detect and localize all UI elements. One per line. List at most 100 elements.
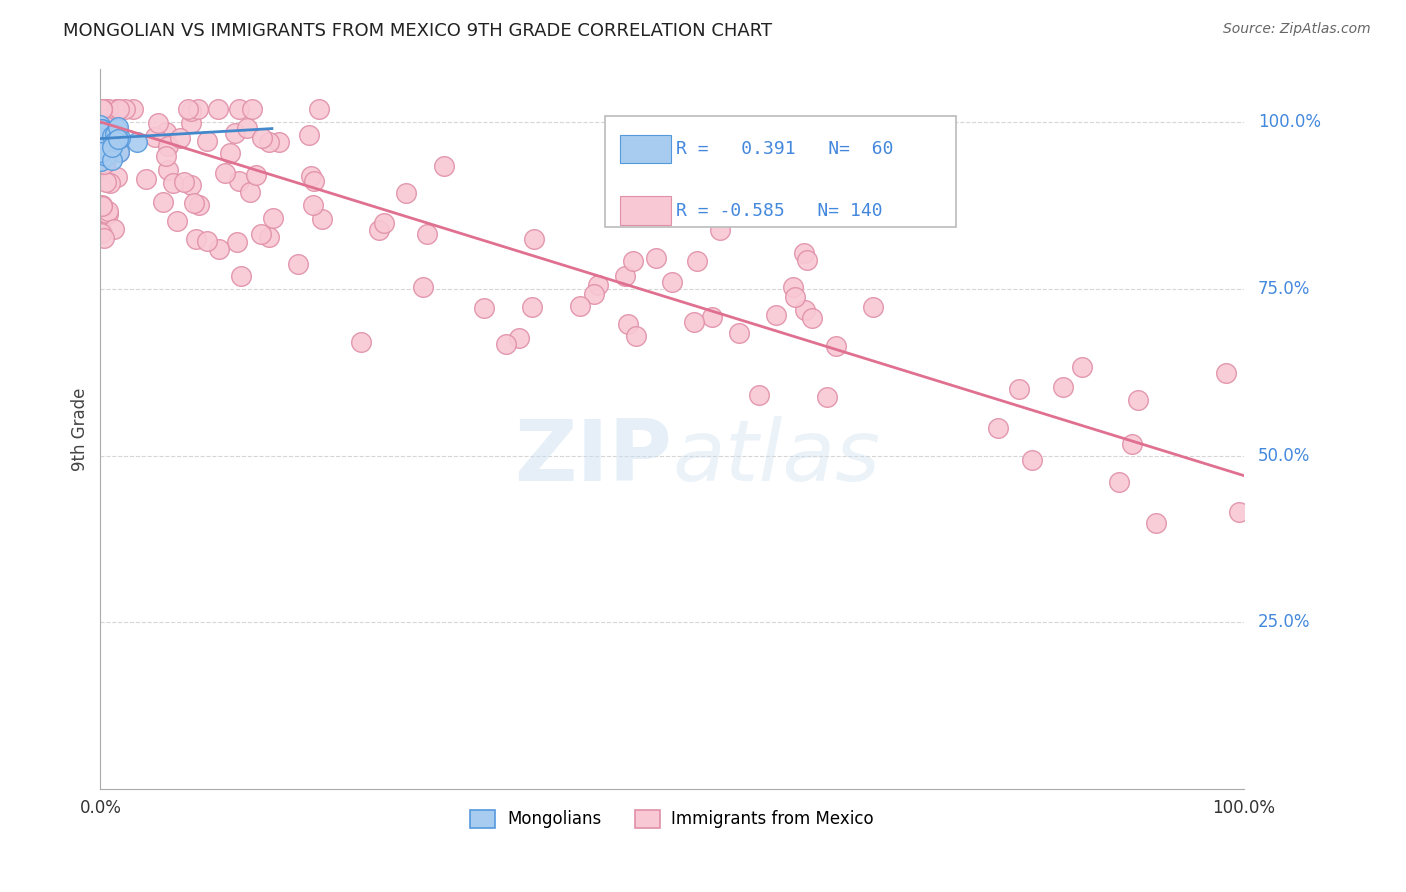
Point <box>1215 366 1237 380</box>
Point <box>89 128 111 142</box>
Point <box>94 123 117 137</box>
Point <box>94 119 117 133</box>
Point <box>373 216 395 230</box>
Point <box>219 145 242 160</box>
Point <box>90 142 112 156</box>
Point <box>815 390 838 404</box>
Point <box>114 102 136 116</box>
Point <box>96 102 118 116</box>
Text: 100.0%: 100.0% <box>1258 113 1320 131</box>
Point <box>236 121 259 136</box>
Point <box>1008 382 1031 396</box>
Point <box>1121 437 1143 451</box>
Point <box>224 127 246 141</box>
Point <box>169 131 191 145</box>
Point <box>90 102 112 116</box>
Point <box>89 138 111 153</box>
Point <box>796 252 818 267</box>
Point <box>416 227 439 242</box>
Point <box>350 334 373 349</box>
Point <box>299 169 322 183</box>
Point <box>173 175 195 189</box>
Point <box>624 329 647 343</box>
Point <box>259 230 281 244</box>
Point <box>93 102 115 116</box>
Point <box>90 136 112 151</box>
Point <box>104 127 127 141</box>
Point <box>89 139 111 153</box>
Point <box>104 105 127 120</box>
Point <box>104 134 127 148</box>
Point <box>634 208 657 222</box>
Point <box>228 102 250 116</box>
Point <box>472 301 495 315</box>
Y-axis label: 9th Grade: 9th Grade <box>72 387 89 471</box>
Point <box>100 128 122 143</box>
Point <box>90 122 112 136</box>
Point <box>301 198 323 212</box>
Point <box>91 225 114 239</box>
Point <box>89 138 111 153</box>
Point <box>728 326 751 340</box>
Point <box>661 276 683 290</box>
Point <box>368 223 391 237</box>
Point <box>93 103 115 118</box>
Point <box>156 162 179 177</box>
Point <box>1021 452 1043 467</box>
Point <box>94 175 117 189</box>
Point <box>162 176 184 190</box>
Point <box>105 170 128 185</box>
Point <box>89 146 111 161</box>
Point <box>228 174 250 188</box>
Point <box>94 127 117 141</box>
Point <box>96 149 118 163</box>
Point <box>180 103 202 118</box>
Text: 50.0%: 50.0% <box>1258 447 1310 465</box>
Point <box>89 128 111 143</box>
Point <box>90 102 112 116</box>
Point <box>90 136 112 150</box>
Text: 75.0%: 75.0% <box>1258 280 1310 298</box>
Point <box>287 256 309 270</box>
Point <box>90 102 112 116</box>
Point <box>195 234 218 248</box>
Point <box>90 152 112 166</box>
Point <box>94 136 117 151</box>
Point <box>311 211 333 226</box>
Point <box>90 137 112 152</box>
Point <box>1126 392 1149 407</box>
Text: MONGOLIAN VS IMMIGRANTS FROM MEXICO 9TH GRADE CORRELATION CHART: MONGOLIAN VS IMMIGRANTS FROM MEXICO 9TH … <box>63 22 772 40</box>
Point <box>1052 380 1074 394</box>
Point <box>148 116 170 130</box>
Point <box>93 119 115 133</box>
Point <box>583 287 606 301</box>
Point <box>94 158 117 172</box>
Text: atlas: atlas <box>672 417 880 500</box>
Point <box>105 122 128 136</box>
Point <box>302 174 325 188</box>
Point <box>96 136 118 151</box>
Legend: Mongolians, Immigrants from Mexico: Mongolians, Immigrants from Mexico <box>464 803 880 835</box>
Point <box>800 310 823 325</box>
Point <box>103 134 125 148</box>
Point <box>522 300 544 314</box>
Point <box>155 149 177 163</box>
Point <box>90 141 112 155</box>
Point <box>89 123 111 137</box>
Point <box>91 120 114 135</box>
Point <box>1108 475 1130 489</box>
Point <box>103 118 125 132</box>
Point <box>1227 505 1250 519</box>
Point <box>614 268 637 283</box>
Point <box>89 146 111 161</box>
Point <box>89 137 111 152</box>
Point <box>91 102 114 116</box>
Point <box>94 102 117 116</box>
Point <box>93 125 115 139</box>
Point <box>252 130 274 145</box>
Point <box>152 194 174 209</box>
Text: R = -0.585   N= 140: R = -0.585 N= 140 <box>676 202 883 219</box>
Point <box>226 235 249 249</box>
Point <box>101 140 124 154</box>
Point <box>90 122 112 136</box>
